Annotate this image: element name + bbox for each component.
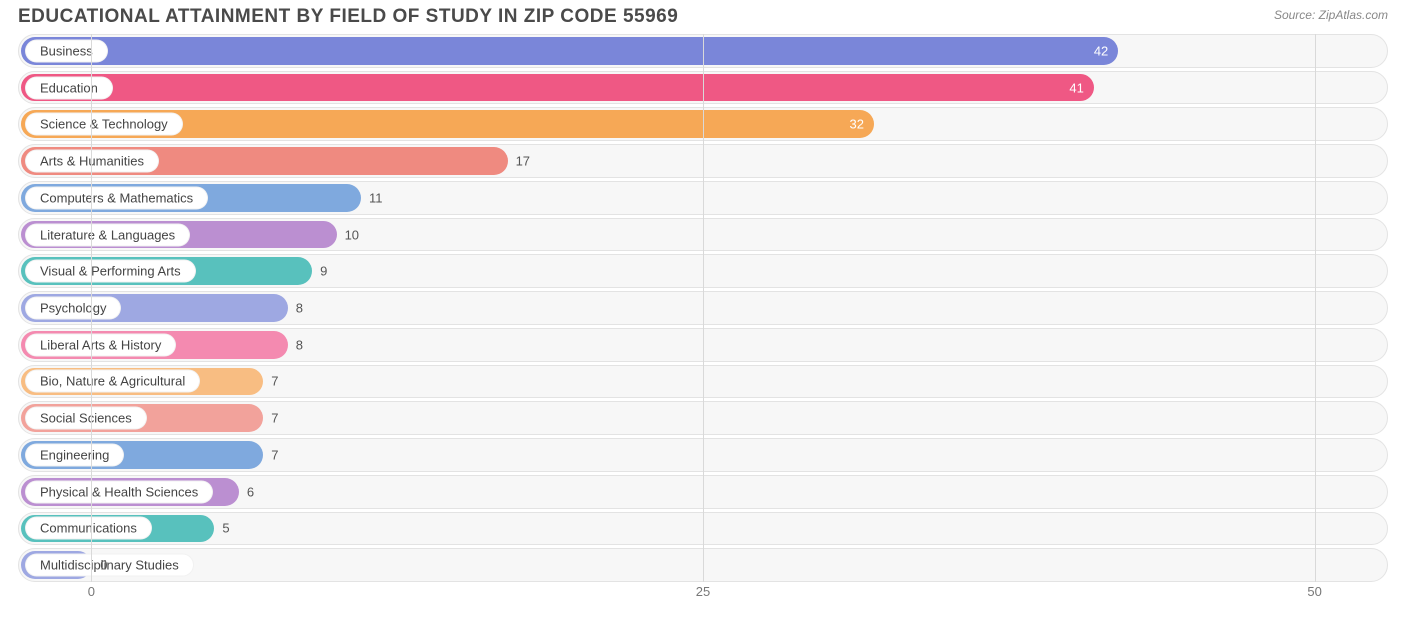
value-label: 7 bbox=[271, 447, 278, 462]
category-pill: Social Sciences bbox=[25, 407, 147, 430]
value-label: 0 bbox=[100, 558, 107, 573]
category-pill: Business bbox=[25, 39, 108, 62]
category-pill: Psychology bbox=[25, 297, 121, 320]
category-pill: Education bbox=[25, 76, 113, 99]
value-label: 6 bbox=[247, 484, 254, 499]
category-pill: Literature & Languages bbox=[25, 223, 190, 246]
value-label: 42 bbox=[1094, 43, 1108, 58]
category-pill: Multidisciplinary Studies bbox=[25, 554, 194, 577]
grid-line bbox=[1315, 34, 1316, 582]
value-label: 41 bbox=[1069, 80, 1083, 95]
value-label: 11 bbox=[369, 190, 383, 205]
axis-tick: 25 bbox=[696, 584, 710, 599]
value-label: 17 bbox=[516, 154, 530, 169]
bar-fill: 41 bbox=[21, 74, 1094, 102]
category-pill: Physical & Health Sciences bbox=[25, 480, 213, 503]
category-pill: Liberal Arts & History bbox=[25, 333, 176, 356]
category-pill: Visual & Performing Arts bbox=[25, 260, 196, 283]
x-axis: 0 25 50 bbox=[18, 584, 1388, 604]
category-pill: Bio, Nature & Agricultural bbox=[25, 370, 200, 393]
value-label: 5 bbox=[222, 521, 229, 536]
category-pill: Science & Technology bbox=[25, 113, 183, 136]
category-pill: Engineering bbox=[25, 443, 124, 466]
axis-tick: 0 bbox=[88, 584, 95, 599]
value-label: 8 bbox=[296, 301, 303, 316]
value-label: 7 bbox=[271, 411, 278, 426]
grid-line bbox=[91, 34, 92, 582]
value-label: 10 bbox=[345, 227, 359, 242]
chart-area: 42 Business 41 Education 32 Science & Technol… bbox=[18, 34, 1388, 582]
value-label: 8 bbox=[296, 337, 303, 352]
grid-line bbox=[703, 34, 704, 582]
axis-tick: 50 bbox=[1307, 584, 1321, 599]
bar-fill: 42 bbox=[21, 37, 1118, 65]
chart-source: Source: ZipAtlas.com bbox=[1274, 6, 1388, 22]
category-pill: Computers & Mathematics bbox=[25, 186, 208, 209]
value-label: 9 bbox=[320, 264, 327, 279]
category-pill: Communications bbox=[25, 517, 152, 540]
chart-title: EDUCATIONAL ATTAINMENT BY FIELD OF STUDY… bbox=[18, 6, 678, 28]
value-label: 32 bbox=[850, 117, 864, 132]
value-label: 7 bbox=[271, 374, 278, 389]
